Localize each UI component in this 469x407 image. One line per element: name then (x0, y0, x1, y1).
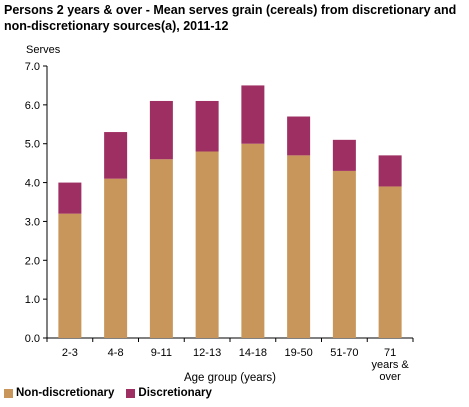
bar-non-discretionary-7 (378, 186, 402, 338)
legend-swatch-discretionary (126, 388, 136, 398)
y-tick-label: 3.0 (25, 216, 40, 228)
x-tick-label: 4-8 (108, 347, 124, 359)
bar-discretionary-1 (104, 132, 128, 179)
legend-item-non-discretionary: Non-discretionary (4, 387, 114, 399)
x-tick-label: over (379, 371, 401, 383)
bar-discretionary-2 (149, 100, 173, 160)
legend-swatch-non-discretionary (4, 388, 13, 398)
bar-discretionary-0 (58, 182, 82, 214)
bar-non-discretionary-2 (149, 159, 173, 338)
bar-discretionary-4 (241, 85, 265, 144)
bar-discretionary-5 (287, 116, 311, 156)
y-tick-label: 6.0 (25, 100, 40, 112)
x-tick-label: 14-18 (239, 347, 267, 359)
x-tick-label: 9-11 (151, 347, 172, 359)
y-tick-label: 2.0 (25, 255, 40, 267)
x-tick-label: 71 (384, 347, 396, 359)
x-axis-label: Age group (years) (184, 372, 276, 384)
y-tick-label: 0.0 (25, 333, 40, 345)
y-tick-label: 5.0 (25, 139, 40, 151)
bar-non-discretionary-6 (332, 170, 356, 338)
legend-item-discretionary: Discretionary (126, 387, 212, 399)
bar-discretionary-3 (195, 100, 219, 152)
y-axis-label: Serves (26, 44, 61, 56)
bar-discretionary-6 (332, 139, 356, 171)
y-tick-label: 1.0 (25, 294, 40, 306)
legend-label-discretionary: Discretionary (138, 387, 212, 399)
y-tick-label: 4.0 (25, 178, 40, 190)
x-tick-label: 51-70 (330, 347, 358, 359)
bar-non-discretionary-0 (58, 213, 82, 338)
legend: Non-discretionary Discretionary (4, 387, 220, 399)
bar-non-discretionary-4 (241, 143, 265, 338)
bar-non-discretionary-5 (287, 155, 311, 338)
x-tick-label: years & (371, 359, 409, 371)
legend-label-non-discretionary: Non-discretionary (16, 387, 115, 399)
y-tick-label: 7.0 (25, 61, 40, 73)
x-tick-label: 19-50 (285, 347, 313, 359)
bar-non-discretionary-1 (104, 178, 128, 338)
chart-title: Persons 2 years & over - Mean serves gra… (4, 3, 457, 33)
bar-discretionary-7 (378, 155, 402, 187)
bar-non-discretionary-3 (195, 151, 219, 338)
x-tick-label: 2-3 (62, 347, 78, 359)
x-tick-label: 12-13 (193, 347, 221, 359)
